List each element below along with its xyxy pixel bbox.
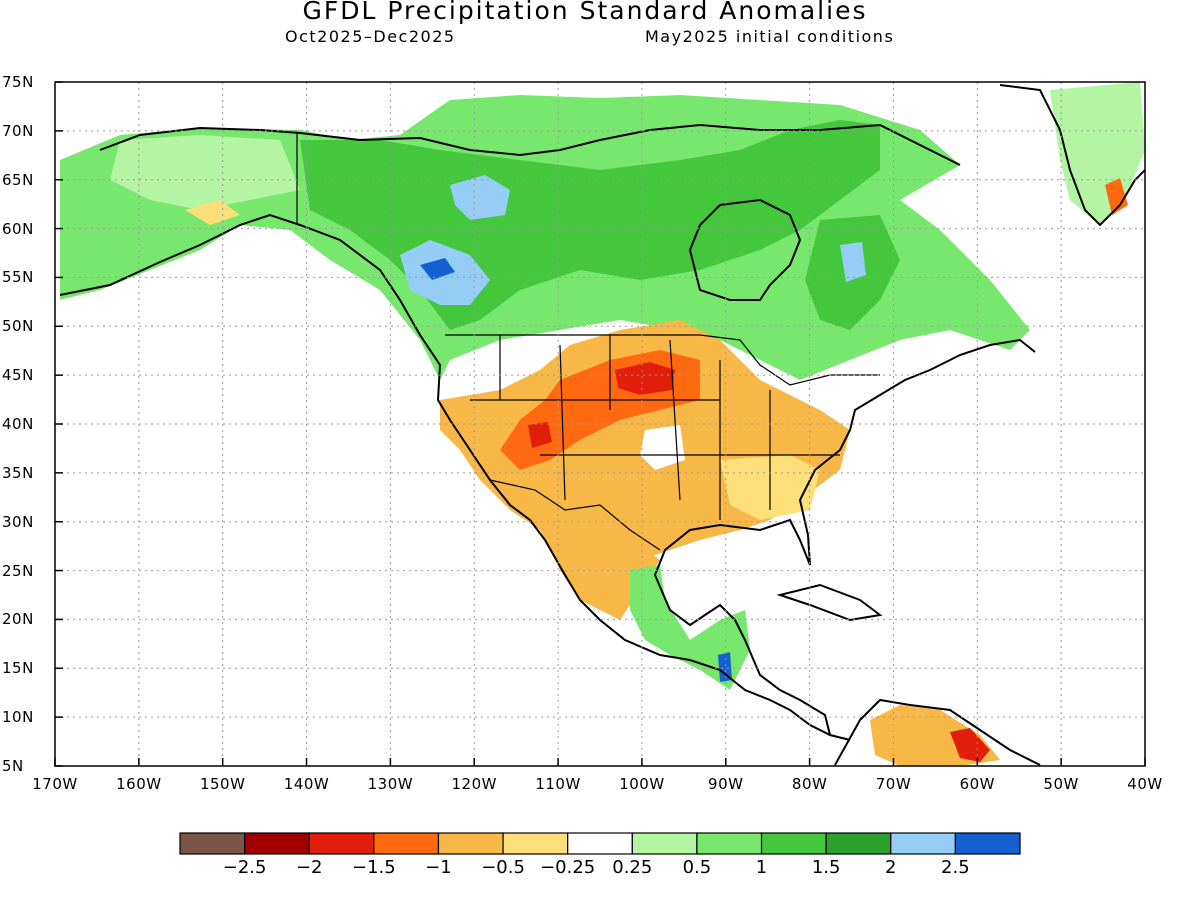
coastline-greenland [999, 84, 1145, 227]
map-title: GFDL Precipitation Standard Anomalies [302, 0, 868, 25]
colorbar-swatch [502, 832, 569, 855]
anomaly-region-texas-white [640, 425, 685, 470]
anomaly-region-labrador-blue [840, 242, 866, 282]
colorbar-swatch [244, 832, 310, 855]
lat-label: 20N [2, 610, 34, 629]
lat-label: 40N [2, 415, 34, 433]
lon-label: 80W [791, 775, 828, 793]
colorbar-label: 0.25 [612, 857, 653, 878]
anomaly-region-dakotas-red [615, 362, 675, 395]
anomaly-region-alaska-yellow [185, 200, 240, 225]
lon-label: 130W [367, 775, 414, 793]
anomaly-region-bc-darkblue [420, 258, 455, 280]
lat-label: 35N [2, 463, 34, 482]
lon-label: 70W [875, 775, 912, 793]
axis-ticks [54, 81, 1146, 767]
lat-label: 15N [2, 659, 34, 678]
lon-label: 160W [116, 775, 162, 793]
lon-label: 100W [619, 775, 665, 793]
colorbar-label: −0.5 [481, 857, 525, 878]
init-label: May2025 initial conditions [645, 27, 895, 46]
colorbar-swatch [696, 832, 763, 855]
anomaly-region-greenland-wet [1050, 82, 1145, 225]
lon-label: 40W [1127, 775, 1163, 793]
colorbar [179, 832, 1021, 855]
lon-label: 110W [535, 775, 581, 793]
colorbar-swatch [437, 832, 504, 855]
anomaly-region-greenland-orange [1105, 178, 1128, 215]
anomaly-region-nwt-blue [450, 175, 510, 220]
colorbar-swatch [308, 832, 375, 855]
lat-label: 30N [2, 512, 34, 531]
anomaly-region-canada-light [110, 135, 300, 210]
anomaly-region-central-america-wet [630, 565, 750, 690]
colorbar-label: −2 [295, 857, 323, 878]
season-label: Oct2025–Dec2025 [285, 27, 456, 46]
lon-label: 60W [959, 775, 996, 793]
lon-label: 90W [708, 775, 744, 793]
coastlines [59, 84, 1145, 766]
colorbar-label: −0.25 [540, 857, 596, 878]
colorbar-swatch [890, 832, 956, 855]
coastline-hudson-bay [688, 198, 802, 301]
lat-label: 25N [2, 561, 34, 580]
colorbar-swatch [825, 832, 892, 855]
anomaly-region-utah-red [528, 422, 552, 448]
colorbar-swatch [567, 832, 633, 855]
lon-label: 140W [283, 775, 330, 793]
grid [55, 82, 1145, 766]
colorbar-swatch [760, 832, 827, 855]
lat-label: 75N [2, 73, 34, 91]
coastline-south-america [834, 698, 1041, 766]
lat-label: 70N [2, 121, 34, 140]
colorbar-swatch [373, 832, 440, 855]
lat-label: 45N [2, 366, 34, 385]
coastline-cuba [776, 583, 883, 622]
colorbar-label: 1.5 [811, 857, 841, 878]
coastline-arctic [99, 123, 961, 166]
anomaly-region-honduras-blue [718, 652, 732, 682]
lat-label: 60N [2, 219, 34, 238]
lat-label: 10N [2, 708, 34, 727]
border-states [470, 335, 840, 520]
lat-label: 55N [2, 268, 34, 287]
border-us-mexico [489, 479, 661, 551]
colorbar-label: 2.5 [941, 857, 970, 878]
lon-label: 150W [199, 775, 246, 793]
colorbar-swatch [954, 832, 1021, 855]
colorbar-label: 0.5 [682, 857, 712, 878]
lon-label: 120W [451, 775, 497, 793]
lon-label: 50W [1043, 775, 1079, 793]
colorbar-label: −1.5 [351, 857, 396, 878]
colorbar-swatch [631, 832, 698, 855]
lat-label: 5N [2, 757, 24, 775]
lat-label: 50N [2, 317, 34, 336]
colorbar-label: −1 [425, 857, 452, 878]
coastline-gulf [653, 338, 1036, 736]
coastline-north-america [59, 213, 851, 741]
lon-label: 170W [32, 775, 78, 793]
colorbar-label: 1 [755, 857, 768, 878]
anomaly-field [60, 82, 1145, 766]
anomaly-region-us-dry [440, 320, 850, 610]
colorbar-swatch [179, 832, 246, 855]
anomaly-region-venezuela-red [950, 728, 990, 762]
colorbar-label: −2.5 [222, 857, 267, 878]
lat-label: 65N [2, 170, 34, 189]
colorbar-label: 2 [885, 857, 897, 878]
